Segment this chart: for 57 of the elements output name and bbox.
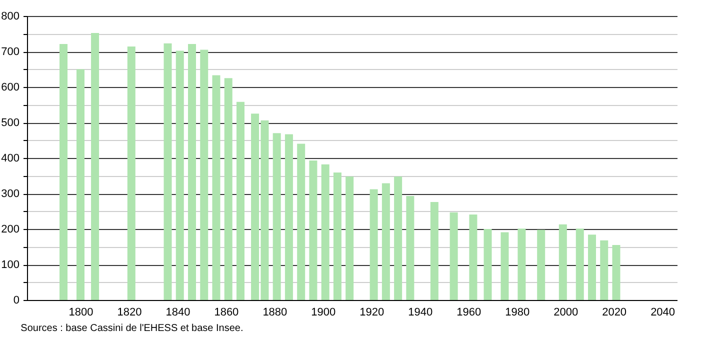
bar — [450, 212, 458, 300]
bar — [164, 43, 172, 300]
y-tick-label: 800 — [1, 10, 20, 22]
bar — [518, 228, 526, 300]
y-tick-label: 200 — [1, 224, 20, 236]
bar — [236, 102, 244, 300]
bar — [576, 228, 584, 300]
x-tick-label: 1840 — [166, 306, 190, 318]
bar — [537, 230, 546, 300]
y-tick-label: 600 — [1, 82, 20, 94]
bar — [430, 202, 438, 300]
bar — [60, 44, 68, 300]
bar — [176, 50, 184, 300]
bar — [558, 224, 567, 300]
x-tick-label: 1880 — [262, 306, 288, 318]
bar — [212, 75, 220, 300]
x-tick-label: 2040 — [650, 306, 676, 318]
bar — [333, 172, 342, 300]
x-tick-label: 1800 — [68, 306, 94, 318]
y-tick-label: 100 — [1, 259, 20, 271]
x-tick-label: 1920 — [360, 306, 384, 318]
bar — [382, 183, 390, 300]
bar — [370, 189, 378, 300]
x-tick-label: 2020 — [602, 306, 627, 318]
bar — [588, 234, 596, 300]
bar — [484, 229, 492, 300]
y-tick-label: 300 — [1, 188, 20, 200]
y-tick-label: 700 — [1, 46, 20, 58]
y-tick-label: 0 — [13, 294, 20, 306]
x-tick-label: 1960 — [456, 306, 482, 318]
x-tick-label: 1820 — [117, 306, 142, 318]
bar — [469, 214, 478, 300]
x-tick-label: 2000 — [554, 306, 578, 318]
bar — [600, 240, 608, 300]
bar — [346, 176, 354, 300]
x-tick-label: 1900 — [311, 306, 336, 318]
x-tick-label: 1940 — [408, 306, 433, 318]
bar — [406, 196, 414, 300]
bar — [272, 133, 281, 300]
bar — [284, 134, 293, 300]
bar — [76, 69, 84, 300]
source-note: Sources : base Cassini de l'EHESS et base Insee. — [20, 323, 244, 334]
bar — [297, 144, 306, 300]
bar — [500, 232, 509, 300]
bar — [200, 50, 208, 300]
bar — [91, 33, 100, 300]
bar — [394, 176, 402, 300]
bar — [612, 244, 620, 300]
bar — [127, 46, 136, 300]
y-tick-label: 400 — [1, 152, 20, 164]
bar — [188, 44, 196, 300]
x-tick-label: 1860 — [214, 306, 239, 318]
x-tick-label: 1980 — [505, 306, 530, 318]
y-tick-label: 500 — [1, 117, 20, 129]
bar — [321, 164, 330, 300]
bar — [309, 160, 318, 300]
bar — [224, 78, 232, 300]
